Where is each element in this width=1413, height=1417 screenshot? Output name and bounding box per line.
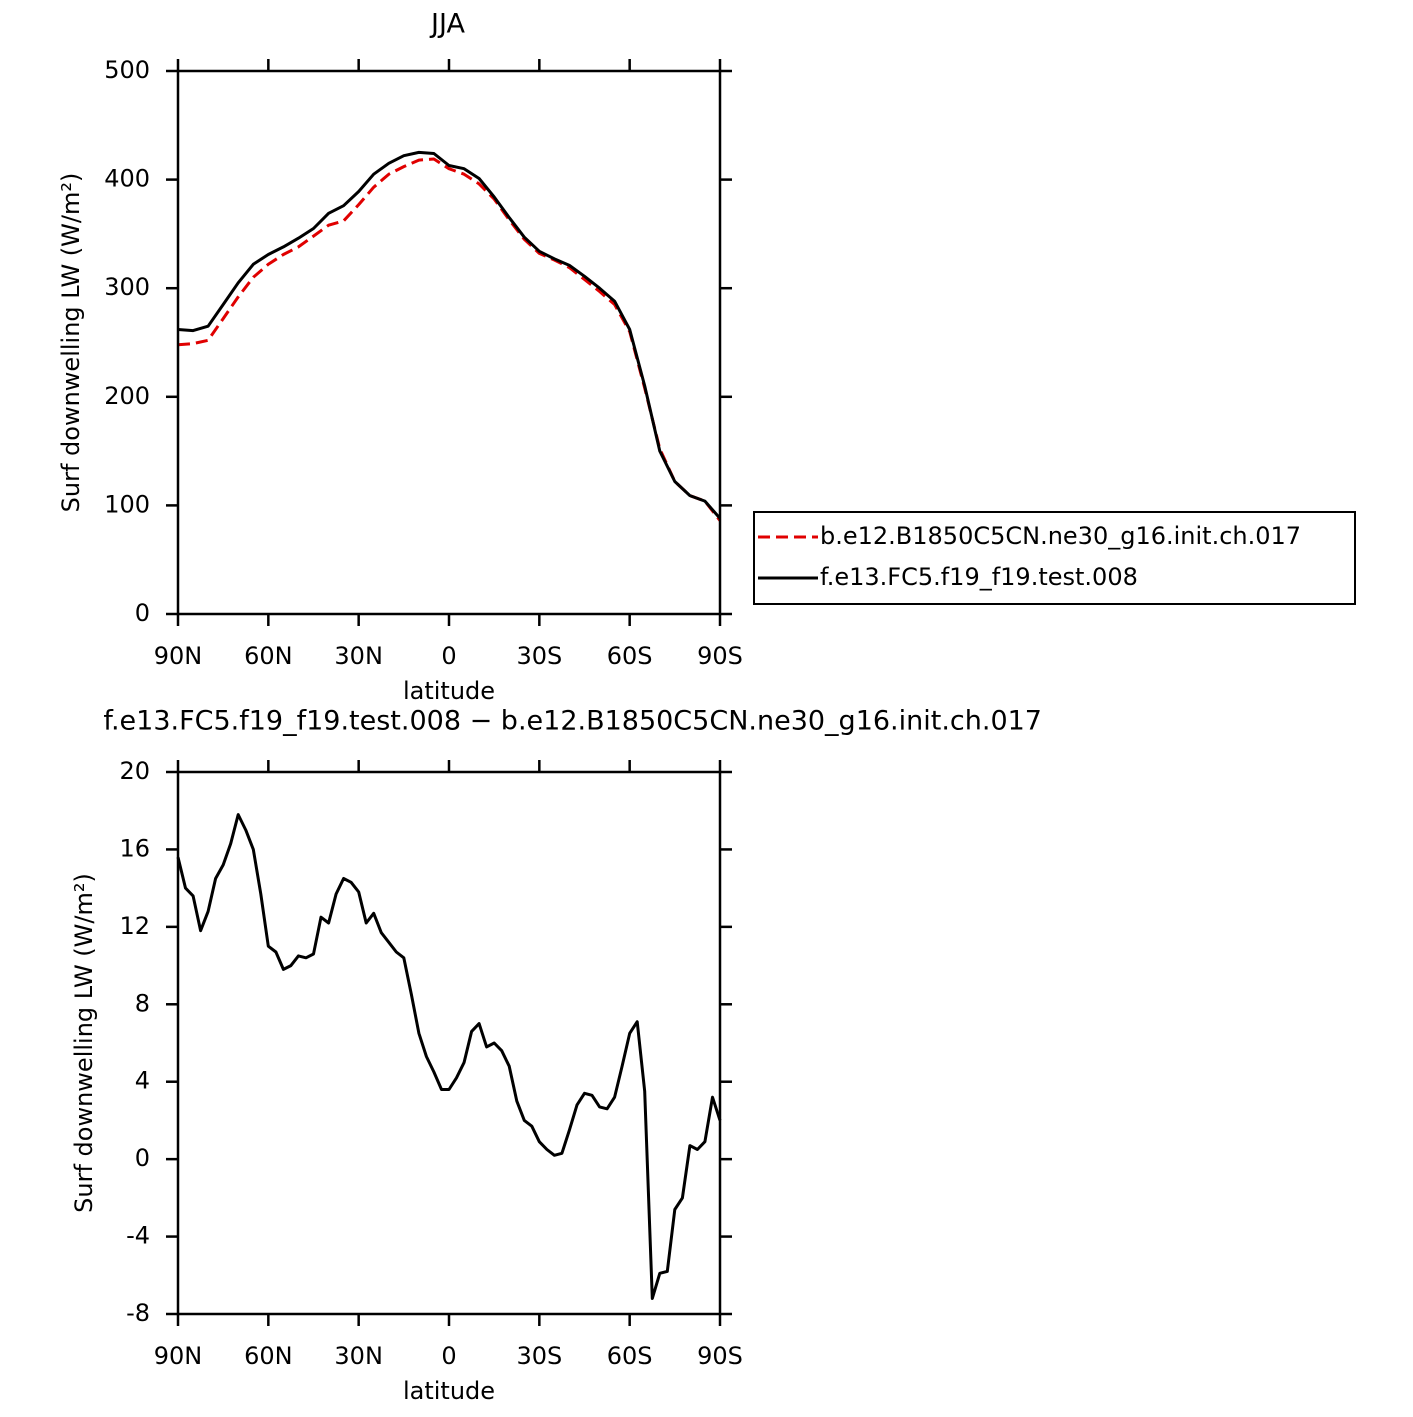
y-tick-label: 100 bbox=[104, 490, 150, 518]
y-tick-label: 400 bbox=[104, 165, 150, 193]
x-tick-label: 30N bbox=[334, 642, 383, 670]
chart-title: f.e13.FC5.f19_f19.test.008 − b.e12.B1850… bbox=[103, 706, 1042, 737]
x-tick-label: 90S bbox=[697, 1342, 743, 1370]
legend-label: f.e13.FC5.f19_f19.test.008 bbox=[820, 563, 1138, 591]
x-tick-label: 90S bbox=[697, 642, 743, 670]
y-tick-label: -8 bbox=[126, 1299, 150, 1327]
y-axis-label: Surf downwelling LW (W/m²) bbox=[70, 873, 98, 1213]
line-series bbox=[176, 813, 722, 1300]
y-tick-label: 4 bbox=[135, 1067, 150, 1095]
y-tick-label: 0 bbox=[135, 599, 150, 627]
x-tick-label: 30S bbox=[516, 642, 562, 670]
y-tick-label: 8 bbox=[135, 989, 150, 1017]
x-tick-label: 0 bbox=[441, 1342, 456, 1370]
x-axis-label: latitude bbox=[403, 677, 495, 705]
x-tick-label: 90N bbox=[154, 1342, 203, 1370]
y-tick-label: 0 bbox=[135, 1144, 150, 1172]
legend-box bbox=[753, 511, 1356, 605]
line-series bbox=[177, 150, 722, 520]
y-tick-label: 200 bbox=[104, 382, 150, 410]
x-tick-label: 60N bbox=[244, 1342, 293, 1370]
y-axis-label: Surf downwelling LW (W/m²) bbox=[57, 173, 85, 513]
line-series bbox=[177, 157, 722, 522]
plot-frame bbox=[176, 69, 722, 616]
y-tick-label: 20 bbox=[119, 757, 150, 785]
x-axis-label: latitude bbox=[403, 1377, 495, 1405]
y-tick-label: 500 bbox=[104, 56, 150, 84]
x-tick-label: 30S bbox=[516, 1342, 562, 1370]
x-tick-label: 60S bbox=[607, 642, 653, 670]
x-tick-label: 90N bbox=[154, 642, 203, 670]
x-tick-label: 30N bbox=[334, 1342, 383, 1370]
y-tick-label: 300 bbox=[104, 273, 150, 301]
y-tick-label: -4 bbox=[126, 1222, 150, 1250]
y-tick-label: 16 bbox=[119, 834, 150, 862]
y-tick-label: 12 bbox=[119, 912, 150, 940]
chart-title: JJA bbox=[429, 9, 465, 40]
legend-label: b.e12.B1850C5CN.ne30_g16.init.ch.017 bbox=[820, 522, 1301, 550]
x-tick-label: 60S bbox=[607, 1342, 653, 1370]
x-tick-label: 0 bbox=[441, 642, 456, 670]
x-tick-label: 60N bbox=[244, 642, 293, 670]
